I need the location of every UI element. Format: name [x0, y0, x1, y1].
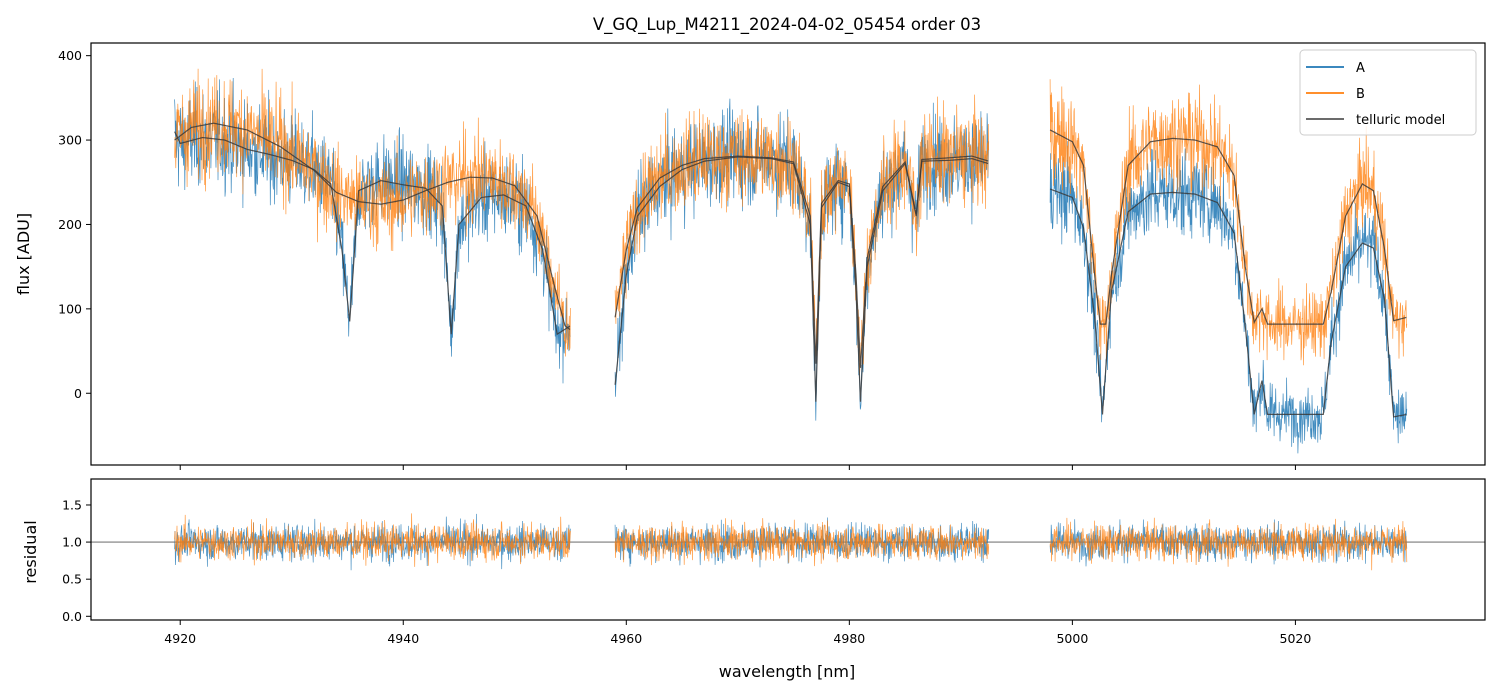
flux-panel-frame [90, 42, 1486, 466]
spectrum-b-segment-1 [174, 68, 571, 357]
residual-axis-label: residual [21, 520, 40, 583]
flux-ytick-label: 200 [58, 217, 82, 232]
residual-ytick-label: 0.5 [62, 572, 82, 587]
spectrum-b-segment-2 [614, 94, 990, 375]
residual-ytick-label: 1.0 [62, 535, 82, 550]
wavelength-axis-label: wavelength [nm] [719, 662, 856, 681]
flux-ytick-label: 0 [74, 386, 82, 401]
spectrum-a-segment-3 [1049, 141, 1408, 454]
telluric-model-a-segment-3 [1049, 188, 1407, 418]
flux-ytick-label: 300 [58, 133, 82, 148]
telluric-model-a-segment-2 [614, 156, 989, 402]
chart-title: V_GQ_Lup_M4211_2024-04-02_05454 order 03 [593, 15, 981, 35]
wavelength-xtick-label: 4920 [164, 631, 196, 646]
flux-ytick-label: 100 [58, 301, 82, 316]
wavelength-xtick-label: 5020 [1280, 631, 1312, 646]
telluric-model-b-segment-1 [174, 122, 571, 330]
flux-panel: 0 100 200 300 400 flux [ADU] A B telluric mo… [14, 42, 1486, 470]
residual-ytick-label: 0.0 [62, 609, 82, 624]
legend-label-a: A [1356, 61, 1365, 76]
wavelength-xtick-label: 4960 [610, 631, 642, 646]
flux-ytick-label: 400 [58, 48, 82, 63]
wavelength-xtick-label: 4940 [387, 631, 419, 646]
residual-b-segment-2 [614, 518, 990, 567]
flux-axis-label: flux [ADU] [14, 213, 33, 295]
legend: A B telluric model [1299, 49, 1477, 136]
telluric-model-b-segment-2 [614, 155, 989, 368]
residual-panel-frame [90, 478, 1486, 621]
residual-b-segment-1 [174, 513, 571, 567]
telluric-model-b-segment-3 [1049, 129, 1407, 325]
spectrum-a-segment-1 [174, 77, 571, 384]
wavelength-xtick-label: 4980 [833, 631, 865, 646]
spectrum-b-segment-3 [1049, 79, 1408, 366]
residual-ytick-label: 1.5 [62, 497, 82, 512]
legend-label-b: B [1356, 87, 1365, 102]
telluric-model-a-segment-1 [174, 131, 571, 336]
residual-panel: 0.0 0.5 1.0 1.5 4920 4940 4960 4980 5000 5020 re… [21, 478, 1486, 646]
legend-box [1299, 49, 1477, 136]
legend-label-model: telluric model [1356, 113, 1445, 128]
residual-b-segment-3 [1049, 517, 1408, 571]
residual-a-segment-1 [174, 513, 571, 571]
wavelength-xtick-label: 5000 [1056, 631, 1088, 646]
